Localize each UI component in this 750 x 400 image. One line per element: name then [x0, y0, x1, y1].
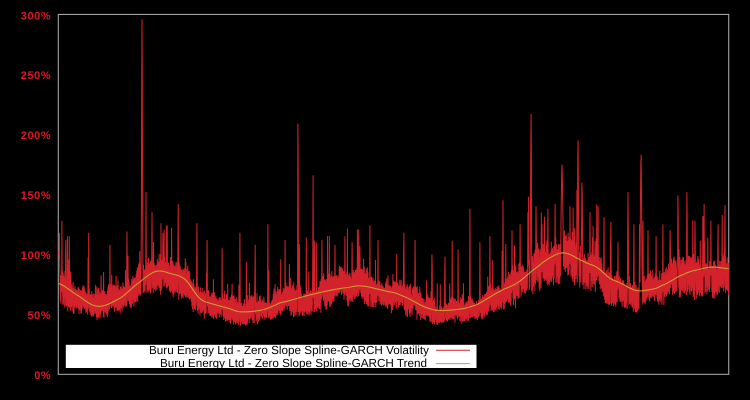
svg-text:100%: 100% — [21, 250, 52, 262]
svg-text:150%: 150% — [21, 190, 52, 202]
svg-text:200%: 200% — [21, 130, 52, 142]
svg-text:Buru Energy Ltd - Zero Slope S: Buru Energy Ltd - Zero Slope Spline-GARC… — [149, 344, 429, 357]
svg-text:250%: 250% — [21, 70, 52, 82]
svg-text:Buru Energy Ltd - Zero Slope S: Buru Energy Ltd - Zero Slope Spline-GARC… — [160, 357, 427, 370]
svg-text:300%: 300% — [21, 10, 52, 22]
svg-text:0%: 0% — [34, 370, 51, 382]
svg-text:50%: 50% — [27, 310, 51, 322]
